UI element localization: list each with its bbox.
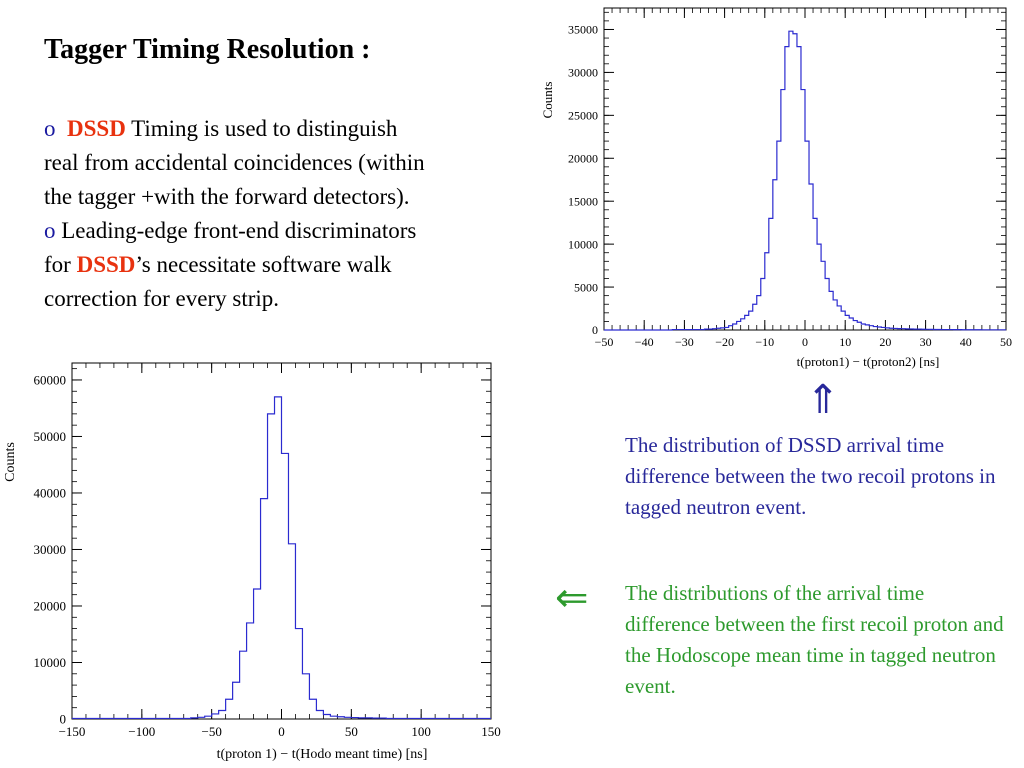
hodo-distribution-caption: The distributions of the arrival time di… <box>625 581 1004 698</box>
x-axis-label: t(proton1) − t(proton2) [ns] <box>797 354 940 369</box>
y-tick-label: 30000 <box>34 542 67 557</box>
x-tick-label: 0 <box>278 724 285 739</box>
left-arrow-icon: ⇐ <box>555 575 589 621</box>
slide-title: Tagger Timing Resolution : <box>44 34 371 65</box>
y-tick-label: 15000 <box>568 194 598 208</box>
plot-frame <box>603 7 1007 331</box>
x-tick-label: 50 <box>345 724 358 739</box>
x-tick-label: 150 <box>481 724 501 739</box>
x-tick-label: 30 <box>920 335 932 349</box>
x-tick-label: 10 <box>839 335 851 349</box>
bullet2-for-word: for <box>44 252 77 277</box>
bullet-item-walk-correction: o Leading-edge front-end discriminators … <box>44 214 524 316</box>
x-tick-label: −40 <box>635 335 654 349</box>
y-tick-label: 0 <box>592 323 598 337</box>
x-tick-label: 50 <box>1000 335 1012 349</box>
bullet2-text-line1: Leading-edge front-end discriminators <box>55 218 417 243</box>
bullet-marker: o <box>44 218 56 243</box>
x-tick-label: −50 <box>201 724 221 739</box>
y-tick-label: 40000 <box>34 486 67 501</box>
y-tick-label: 50000 <box>34 429 67 444</box>
y-tick-label: 35000 <box>568 23 598 37</box>
bullet-marker: o <box>44 116 56 141</box>
x-tick-label: 0 <box>802 335 808 349</box>
up-arrow-icon: ⇑ <box>806 377 840 423</box>
bullet-list: o DSSD Timing is used to distinguish rea… <box>44 112 524 316</box>
y-tick-label: 5000 <box>574 280 598 294</box>
x-tick-label: −10 <box>755 335 774 349</box>
bullet1-text-line1: Timing is used to distinguish <box>125 116 398 141</box>
hodo-timing-histogram: −150 −100 −50 0 50 100 150 0 10000 20000 30000 4000… <box>3 362 501 762</box>
x-tick-label: −100 <box>128 724 155 739</box>
bullet2-text-after: ’s necessitate software walk <box>135 252 392 277</box>
dssd-highlight: DSSD <box>76 252 136 277</box>
x-tick-label: −20 <box>715 335 734 349</box>
y-tick-label: 10000 <box>34 655 67 670</box>
y-tick-label: 25000 <box>568 109 598 123</box>
y-tick-label: 60000 <box>34 373 67 388</box>
x-tick-label: −150 <box>59 724 86 739</box>
y-tick-label: 20000 <box>34 599 67 614</box>
y-axis-label: Counts <box>3 442 18 482</box>
histogram-series-line <box>604 30 1006 331</box>
y-tick-label: 10000 <box>568 237 598 251</box>
bullet1-text-line3: the tagger +with the forward detectors). <box>44 184 410 209</box>
x-axis-label: t(proton 1) − t(Hodo meant time) [ns] <box>217 747 428 762</box>
bullet1-text-line2: real from accidental coincidences (withi… <box>44 150 425 175</box>
x-tick-label: −50 <box>595 335 614 349</box>
y-tick-label: 30000 <box>568 66 598 80</box>
x-tick-label: 100 <box>411 724 431 739</box>
x-tick-label: 20 <box>879 335 891 349</box>
y-tick-label: 0 <box>60 712 67 727</box>
dssd-timing-histogram: −50 −40 −30 −20 −10 0 10 20 30 40 50 0 5000 10000 1500… <box>540 7 1012 369</box>
dssd-highlight: DSSD <box>67 116 126 141</box>
y-tick-label: 20000 <box>568 151 598 165</box>
bullet2-text-line3: correction for every strip. <box>44 286 280 311</box>
histogram-series-line <box>72 396 491 720</box>
x-tick-label: −30 <box>675 335 694 349</box>
dssd-distribution-caption: The distribution of DSSD arrival time di… <box>625 433 996 519</box>
bullet-item-dssd-timing: o DSSD Timing is used to distinguish rea… <box>44 112 524 214</box>
x-tick-label: 40 <box>960 335 972 349</box>
y-axis-label: Counts <box>540 82 555 119</box>
